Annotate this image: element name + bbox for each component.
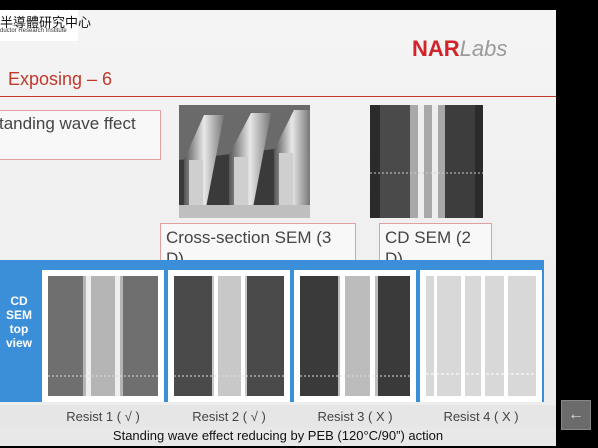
cross-section-sem-image (179, 105, 310, 218)
narlabs-logo: NARLabs (412, 36, 507, 62)
resist-3-label: Resist 3 ( X ) (317, 409, 393, 424)
brand-nar: NAR (412, 36, 460, 61)
resist-4-image (420, 270, 542, 402)
back-arrow-button[interactable]: ← (561, 400, 591, 430)
cd-sem-row-label: CD SEM top view (5, 294, 32, 350)
cd-sem-image (370, 105, 483, 218)
resist-2-label: Resist 2 ( √ ) (192, 409, 266, 424)
back-arrow-icon: ← (568, 406, 584, 423)
slide-caption: Standing wave effect reducing by PEB (12… (0, 427, 556, 446)
resist-2-image (168, 270, 290, 402)
resist-3-image (294, 270, 416, 402)
resist-1-label: Resist 1 ( √ ) (66, 409, 140, 424)
institute-logo: 半導體研究中心 ductor Research Institute (0, 10, 91, 41)
standing-wave-box: tanding wave ffect (0, 110, 161, 160)
presentation-slide: 半導體研究中心 ductor Research Institute NARLab… (0, 10, 556, 446)
institute-name-en: ductor Research Institute (0, 28, 67, 34)
resist-4-label: Resist 4 ( X ) (443, 409, 519, 424)
slide-title: Exposing – 6 (8, 69, 113, 89)
institute-name-cn: 半導體研究中心 (0, 15, 92, 30)
resist-1-image (42, 270, 164, 402)
resist-label-bar (0, 405, 556, 427)
title-divider (0, 96, 556, 97)
brand-labs: Labs (459, 36, 508, 61)
